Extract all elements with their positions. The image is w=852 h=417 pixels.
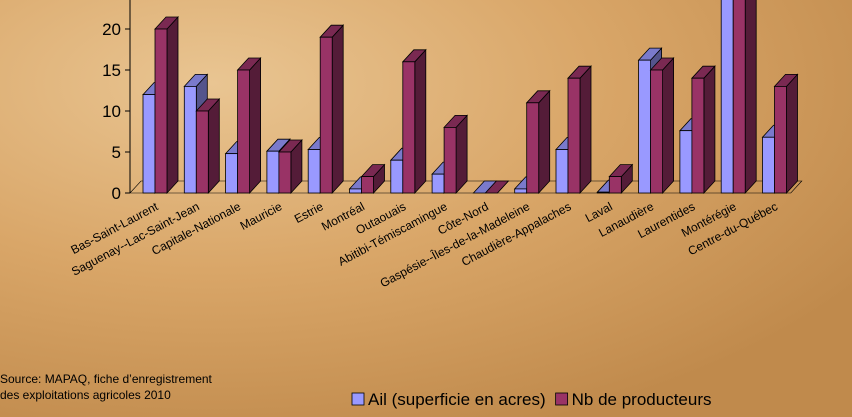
bar xyxy=(443,114,469,195)
bar-front xyxy=(154,28,168,194)
bar-side xyxy=(414,48,427,195)
bar-front xyxy=(319,36,333,194)
bar-front xyxy=(555,149,569,194)
bar-front xyxy=(183,86,197,194)
bar xyxy=(484,180,510,194)
bar-front xyxy=(638,59,651,194)
bar-front xyxy=(720,0,734,194)
bar-front xyxy=(195,110,209,194)
bar-front xyxy=(608,176,622,194)
bar-front xyxy=(361,176,374,194)
legend-label: Ail (superficie en acres) xyxy=(368,390,546,409)
bar xyxy=(319,24,345,195)
bar xyxy=(195,97,221,195)
bar-front xyxy=(762,136,775,194)
y-tick-label: 10 xyxy=(102,102,121,121)
bar-front xyxy=(596,191,610,194)
bar-top xyxy=(484,180,510,194)
bar-front xyxy=(402,61,416,194)
bar xyxy=(608,163,634,195)
bar-side xyxy=(538,89,551,195)
bar-front xyxy=(349,188,362,194)
bar-front xyxy=(390,159,404,194)
legend-swatch xyxy=(555,392,569,406)
bar xyxy=(649,56,675,195)
bar-front xyxy=(237,69,251,194)
bar xyxy=(773,73,799,195)
bar xyxy=(277,138,303,195)
bar-front xyxy=(526,102,540,194)
bar xyxy=(236,56,262,195)
bar-front xyxy=(514,188,528,194)
bar xyxy=(690,65,716,195)
bar-side xyxy=(166,15,179,195)
bar xyxy=(525,89,551,195)
y-tick-label: 20 xyxy=(102,20,121,39)
legend-label: Nb de producteurs xyxy=(572,390,712,409)
bar-front xyxy=(732,0,746,194)
bar-front xyxy=(278,151,292,194)
bar-side xyxy=(744,0,757,195)
bar-front xyxy=(142,94,156,194)
bar-side xyxy=(662,56,674,195)
bar-front xyxy=(307,149,321,194)
bar-front xyxy=(567,77,581,194)
bar xyxy=(401,48,427,195)
y-tick-label: 0 xyxy=(112,184,121,203)
source-note: des exploitations agricoles 2010 xyxy=(0,388,171,402)
bar-front xyxy=(679,130,693,194)
bar xyxy=(360,163,386,195)
bar-front xyxy=(431,173,445,194)
bar-side xyxy=(579,65,592,195)
bar-side xyxy=(455,114,468,195)
bar-front xyxy=(650,69,663,194)
bar-side xyxy=(331,24,344,195)
bar-side xyxy=(786,73,798,195)
bar xyxy=(567,65,592,195)
bar-side xyxy=(703,65,716,195)
bar-side xyxy=(207,97,220,195)
bar-front xyxy=(266,150,280,194)
legend-swatch xyxy=(351,392,365,406)
bar xyxy=(732,0,757,195)
bar-front xyxy=(443,127,457,194)
y-tick-label: 5 xyxy=(112,143,121,162)
y-tick-label: 15 xyxy=(102,61,121,80)
bar-front xyxy=(691,77,705,194)
bar-front xyxy=(774,86,787,194)
bar-side xyxy=(249,56,262,195)
bar xyxy=(154,15,179,195)
bar-front xyxy=(225,153,239,194)
source-note: Source: MAPAQ, fiche d’enregistrement xyxy=(0,372,213,386)
